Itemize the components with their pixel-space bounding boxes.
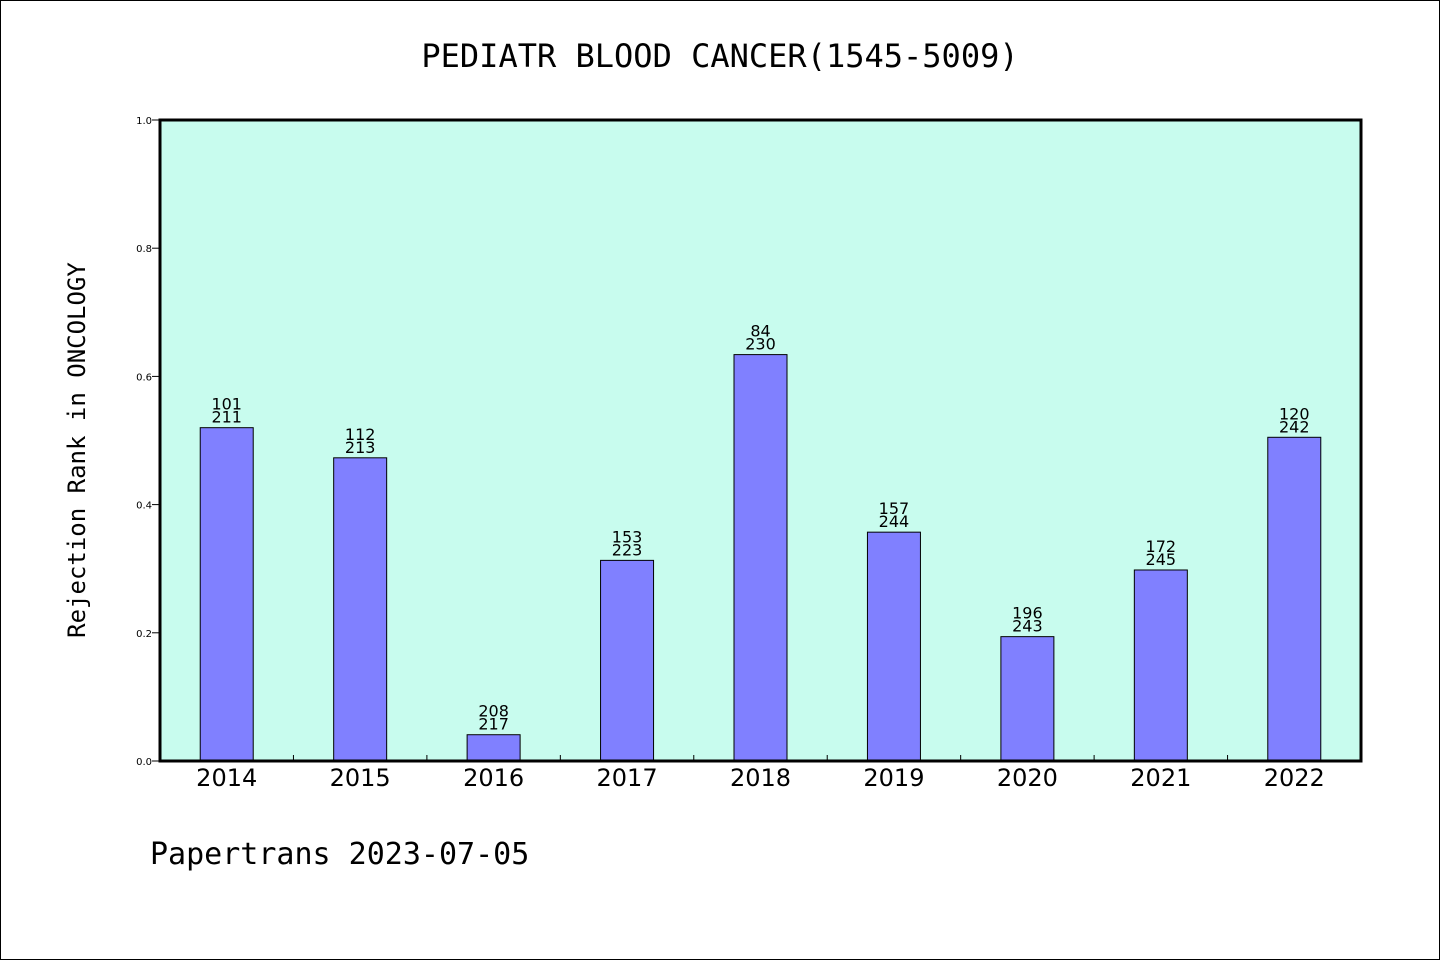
bar-label-top: 84 [750, 322, 770, 341]
y-axis-label: Rejection Rank in ONCOLOGY [63, 262, 91, 638]
bar-label-top: 101 [211, 395, 242, 414]
y-tick-label: 0.6 [136, 372, 152, 383]
x-tick-label: 2019 [863, 764, 924, 792]
y-tick-label: 1.0 [136, 116, 152, 127]
bar-label-bottom: 217 [478, 715, 509, 734]
bar [866, 531, 921, 762]
bar-label-top: 153 [612, 527, 643, 546]
bar [1000, 636, 1055, 762]
x-tick-label: 2014 [196, 764, 257, 792]
bar-label-top: 196 [1012, 604, 1043, 623]
bar [466, 734, 521, 762]
x-tick-label: 2020 [997, 764, 1058, 792]
bar-label-bottom: 245 [1146, 550, 1177, 569]
x-tick-label: 2015 [330, 764, 391, 792]
bar-label-top: 112 [345, 425, 376, 444]
bar-label-top: 208 [478, 702, 509, 721]
bar-labels: 1012111122132082171532238423015724419624… [211, 322, 1309, 734]
bar [1267, 436, 1322, 762]
y-tick-label: 0.2 [136, 629, 152, 640]
x-tick-label: 2018 [730, 764, 791, 792]
bar-label-bottom: 243 [1012, 617, 1043, 636]
chart-title: PEDIATR BLOOD CANCER(1545-5009) [421, 37, 1018, 75]
bar [733, 354, 788, 762]
y-tick-label: 0.0 [136, 757, 152, 768]
bar [333, 457, 388, 762]
x-tick-label: 2016 [463, 764, 524, 792]
bar-label-bottom: 230 [745, 335, 776, 354]
footer-credit: Papertrans 2023-07-05 [150, 837, 529, 872]
x-tick-label: 2022 [1264, 764, 1325, 792]
bar-label-bottom: 244 [879, 512, 910, 531]
bar-label-bottom: 213 [345, 438, 376, 457]
bar-label-top: 157 [879, 499, 910, 518]
bar [199, 427, 254, 762]
x-tick-label: 2021 [1130, 764, 1191, 792]
bar-label-bottom: 223 [612, 540, 643, 559]
x-axis: 2014 2015 2016 2017 2018 2019 2020 2021 2022 [196, 755, 1325, 792]
y-axis: 0.0 0.2 0.4 0.6 0.8 1.0 [136, 116, 160, 768]
plot-border [158, 118, 1363, 763]
bar-label-bottom: 211 [211, 408, 242, 427]
bar [600, 559, 655, 762]
bar-label-bottom: 242 [1279, 417, 1310, 436]
bars [199, 354, 1322, 762]
y-tick-label: 0.4 [136, 501, 152, 512]
bar-label-top: 172 [1146, 537, 1177, 556]
bar [1133, 569, 1188, 762]
bar-label-top: 120 [1279, 404, 1310, 423]
y-tick-label: 0.8 [136, 244, 152, 255]
x-tick-label: 2017 [597, 764, 658, 792]
